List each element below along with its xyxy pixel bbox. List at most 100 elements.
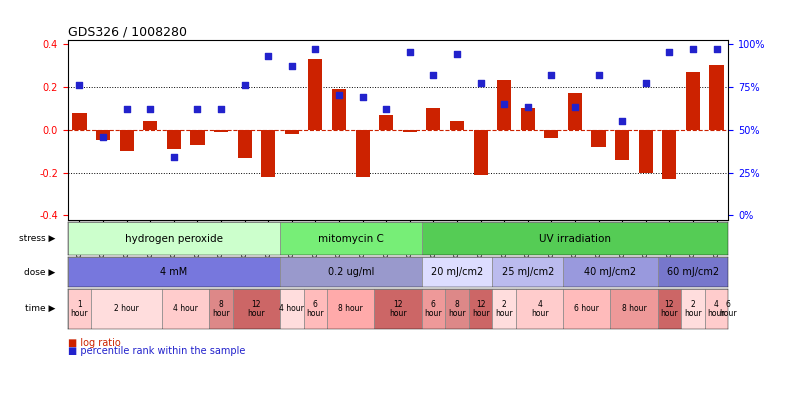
Text: 4 hour: 4 hour [279, 305, 304, 313]
Bar [332, 89, 346, 129]
Bar [591, 129, 606, 147]
Text: 6
hour: 6 hour [720, 300, 737, 318]
Text: hydrogen peroxide: hydrogen peroxide [125, 234, 223, 244]
Point [191, 106, 204, 112]
Point [568, 104, 581, 110]
Bar [445, 289, 469, 329]
Point [498, 101, 510, 107]
Bar [96, 129, 110, 141]
Text: 25 mJ/cm2: 25 mJ/cm2 [501, 267, 554, 277]
Text: 2 hour: 2 hour [115, 305, 139, 313]
Point [96, 133, 109, 140]
Bar [190, 129, 205, 145]
Text: 12
hour: 12 hour [472, 300, 490, 318]
Text: 6 hour: 6 hour [575, 305, 599, 313]
Bar [214, 129, 228, 132]
Text: time ▶: time ▶ [25, 305, 56, 313]
Bar [167, 129, 181, 149]
Point [616, 118, 629, 124]
Bar [422, 289, 445, 329]
Point [215, 106, 228, 112]
Point [380, 106, 392, 112]
Bar [657, 289, 681, 329]
Bar [564, 257, 657, 287]
Text: 8
hour: 8 hour [448, 300, 466, 318]
Bar [379, 115, 393, 129]
Bar [704, 289, 728, 329]
Bar [681, 289, 704, 329]
Bar [285, 129, 299, 134]
Text: 8 hour: 8 hour [622, 305, 646, 313]
Bar [564, 289, 611, 329]
Text: UV irradiation: UV irradiation [539, 234, 611, 244]
Text: dose ▶: dose ▶ [25, 268, 56, 277]
Text: mitomycin C: mitomycin C [318, 234, 384, 244]
Text: 4 mM: 4 mM [160, 267, 188, 277]
Point [238, 82, 251, 88]
Text: 6
hour: 6 hour [306, 300, 324, 318]
Point [451, 51, 463, 57]
Bar [119, 129, 134, 151]
Point [474, 80, 487, 86]
Bar [568, 93, 582, 129]
Point [592, 72, 605, 78]
Bar [280, 222, 422, 255]
Text: GDS326 / 1008280: GDS326 / 1008280 [68, 25, 186, 38]
Bar [544, 129, 559, 138]
Text: 12
hour: 12 hour [661, 300, 678, 318]
Bar [493, 257, 564, 287]
Point [262, 53, 275, 59]
Bar [72, 112, 87, 129]
Point [663, 49, 676, 55]
Text: 12
hour: 12 hour [248, 300, 265, 318]
Bar [68, 257, 280, 287]
Point [286, 63, 298, 69]
Bar [474, 129, 488, 175]
Point [404, 49, 416, 55]
Text: 4
hour: 4 hour [708, 300, 725, 318]
Bar [493, 289, 516, 329]
Text: 2
hour: 2 hour [684, 300, 702, 318]
Bar [280, 257, 422, 287]
Bar [497, 80, 511, 129]
Bar [233, 289, 280, 329]
Point [521, 104, 534, 110]
Point [545, 72, 558, 78]
Text: 8
hour: 8 hour [213, 300, 230, 318]
Bar [615, 129, 630, 160]
Text: 20 mJ/cm2: 20 mJ/cm2 [431, 267, 483, 277]
Bar [469, 289, 493, 329]
Point [309, 46, 322, 52]
Text: 4 hour: 4 hour [174, 305, 198, 313]
Bar [516, 289, 563, 329]
Text: 40 mJ/cm2: 40 mJ/cm2 [584, 267, 637, 277]
Text: stress ▶: stress ▶ [19, 234, 56, 243]
Bar [638, 129, 653, 173]
Text: 2
hour: 2 hour [495, 300, 513, 318]
Bar [92, 289, 162, 329]
Point [687, 46, 700, 52]
Bar [209, 289, 232, 329]
Bar [422, 257, 493, 287]
Bar [662, 129, 677, 179]
Text: 8 hour: 8 hour [338, 305, 363, 313]
Bar [237, 129, 252, 158]
Text: 1
hour: 1 hour [71, 300, 88, 318]
Text: 12
hour: 12 hour [389, 300, 407, 318]
Text: 60 mJ/cm2: 60 mJ/cm2 [667, 267, 719, 277]
Bar [521, 108, 535, 129]
Bar [261, 129, 275, 177]
Bar [403, 129, 417, 132]
Point [333, 92, 345, 99]
Text: ■ percentile rank within the sample: ■ percentile rank within the sample [68, 346, 245, 356]
Point [639, 80, 652, 86]
Bar [427, 108, 440, 129]
Bar [356, 129, 369, 177]
Bar [611, 289, 657, 329]
Bar [657, 257, 728, 287]
Text: ■ log ratio: ■ log ratio [68, 339, 120, 348]
Point [357, 94, 369, 100]
Point [144, 106, 157, 112]
Text: 4
hour: 4 hour [531, 300, 548, 318]
Bar [162, 289, 209, 329]
